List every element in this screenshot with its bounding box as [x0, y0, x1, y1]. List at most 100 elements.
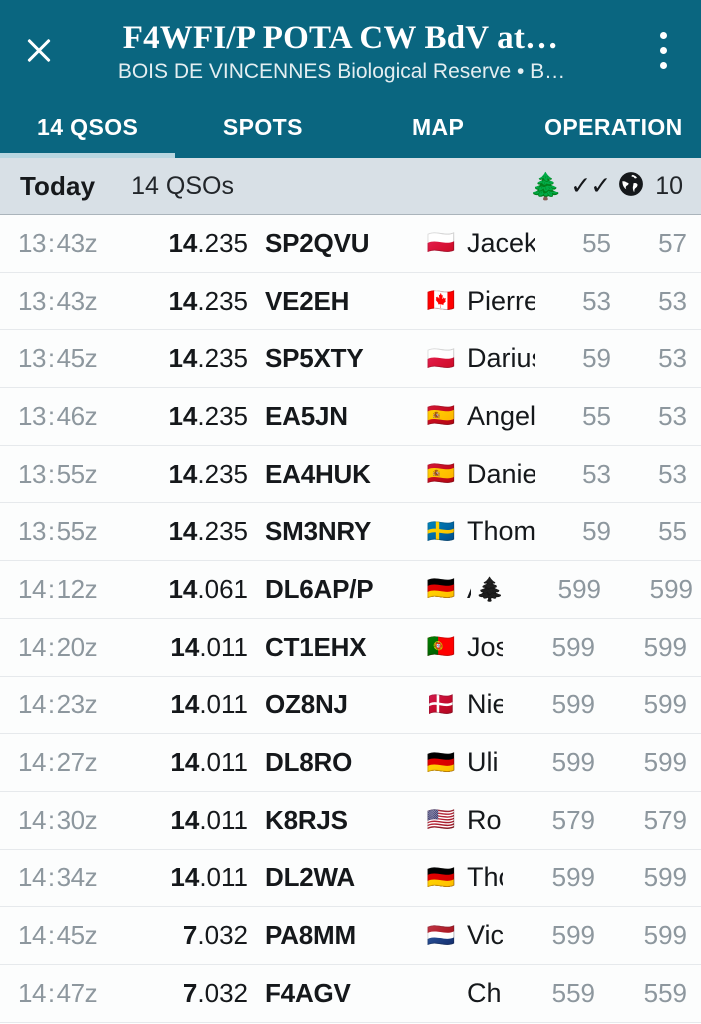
qso-time: 14:45z — [18, 920, 130, 951]
qso-time-colon: : — [47, 920, 55, 951]
qso-callsign[interactable]: SP5XTY — [265, 343, 364, 374]
qso-frequency-fraction: .235 — [197, 516, 248, 547]
qso-rst-sent: 599 — [551, 689, 595, 720]
tab-map-label: MAP — [411, 114, 465, 140]
summary-day-label: Today — [20, 170, 96, 201]
app-bar: F4WFI/P POTA CW BdV at… BOIS DE VINCENNE… — [0, 0, 701, 158]
summary-stats: 🌲 ✓✓ 10 — [530, 171, 683, 201]
qso-time: 14:47z — [18, 978, 130, 1009]
flag-poland-icon: 🇵🇱 — [426, 346, 456, 371]
qso-time-colon: : — [47, 747, 55, 778]
qso-rst-sent: 55 — [582, 400, 611, 431]
qso-callsign[interactable]: SM3NRY — [265, 516, 372, 547]
qso-time-min: 45z — [56, 920, 98, 951]
tab-qsos[interactable]: 14 QSOS — [0, 105, 176, 158]
flag-germany-icon: 🇩🇪 — [426, 750, 456, 775]
qso-time: 13:55z — [18, 459, 130, 490]
qso-time-hour: 13 — [18, 400, 46, 431]
close-button[interactable] — [0, 0, 78, 100]
qso-time-hour: 13 — [18, 343, 46, 374]
qso-time-hour: 14 — [18, 977, 46, 1008]
qso-time-min: 20z — [56, 631, 98, 662]
qso-frequency: 14.235 — [130, 343, 248, 374]
qso-operator-name: Niels R… — [467, 689, 503, 720]
qso-callsign[interactable]: PA8MM — [265, 920, 356, 951]
qso-frequency-whole: 7 — [182, 977, 198, 1008]
more-vertical-icon — [659, 31, 667, 69]
qso-callsign[interactable]: EA5JN — [265, 400, 348, 431]
qso-callsign[interactable]: CT1EHX — [265, 631, 367, 662]
flag-poland-icon: 🇵🇱 — [426, 231, 456, 256]
overflow-menu-button[interactable] — [625, 0, 701, 100]
tab-map[interactable]: MAP — [351, 105, 526, 158]
qso-time-hour: 13 — [18, 285, 46, 316]
tab-spots[interactable]: SPOTS — [175, 105, 350, 158]
qso-frequency: 14.235 — [130, 459, 248, 490]
page-title: F4WFI/P POTA CW BdV at… — [122, 20, 559, 56]
qso-rst-sent: 599 — [557, 573, 601, 604]
qso-rst-received: 599 — [649, 573, 693, 604]
qso-rst-sent: 59 — [582, 343, 611, 374]
qso-time-min: 27z — [56, 747, 98, 778]
qso-rst-received: 599 — [643, 862, 687, 893]
qso-rst-sent: 599 — [551, 862, 595, 893]
qso-time-min: 45z — [56, 343, 98, 374]
qso-frequency-fraction: .235 — [197, 285, 248, 316]
qso-time-colon: : — [47, 516, 55, 547]
qso-rst-received: 559 — [643, 977, 687, 1008]
qso-callsign[interactable]: DL6AP/P — [265, 573, 374, 604]
globe-icon — [618, 171, 644, 201]
qso-time-colon: : — [47, 343, 55, 374]
flag-spain-icon: 🇪🇸 — [426, 404, 456, 429]
qso-frequency: 14.235 — [130, 286, 248, 317]
qso-frequency: 7.032 — [130, 978, 248, 1009]
qso-callsign[interactable]: SP2QVU — [265, 227, 370, 258]
qso-rst-received: 55 — [658, 516, 687, 547]
qso-time-min: 12z — [56, 573, 98, 604]
page-subtitle: BOIS DE VINCENNES Biological Reserve • B… — [117, 60, 566, 83]
close-icon — [24, 35, 54, 65]
qso-time-min: 43z — [56, 285, 98, 316]
qso-rst-sent: 53 — [582, 458, 611, 489]
qso-time: 14:34z — [18, 862, 130, 893]
qso-frequency: 14.011 — [130, 862, 248, 893]
qso-callsign[interactable]: OZ8NJ — [265, 689, 348, 720]
qso-time-colon: : — [47, 458, 55, 489]
qso-frequency-fraction: .235 — [197, 343, 248, 374]
qso-time-colon: : — [47, 862, 55, 893]
qso-callsign[interactable]: F4AGV — [265, 977, 351, 1008]
qso-time: 14:27z — [18, 747, 130, 778]
qso-time-min: 43z — [56, 227, 98, 258]
qso-frequency: 14.011 — [130, 747, 248, 778]
qso-callsign[interactable]: DL8RO — [265, 747, 353, 778]
qso-rst-sent: 53 — [582, 285, 611, 316]
summary-bar[interactable]: Today 14 QSOs 🌲 ✓✓ 10 — [0, 158, 701, 215]
qso-callsign[interactable]: VE2EH — [265, 285, 350, 316]
qso-time-colon: : — [47, 227, 55, 258]
flag-usa-icon: 🇺🇸 — [426, 808, 456, 833]
qso-callsign[interactable]: DL2WA — [265, 862, 356, 893]
qso-callsign[interactable]: EA4HUK — [265, 458, 371, 489]
qso-time-hour: 14 — [18, 862, 46, 893]
qso-time-colon: : — [47, 689, 55, 720]
qso-time-colon: : — [47, 977, 55, 1008]
flag-denmark-icon: 🇩🇰 — [426, 692, 456, 717]
tab-bar: 14 QSOS SPOTS MAP OPERATION — [0, 105, 701, 158]
qso-callsign[interactable]: K8RJS — [265, 804, 348, 835]
qso-operator-name: Thoma… — [467, 862, 503, 893]
tab-operation[interactable]: OPERATION — [526, 105, 701, 158]
